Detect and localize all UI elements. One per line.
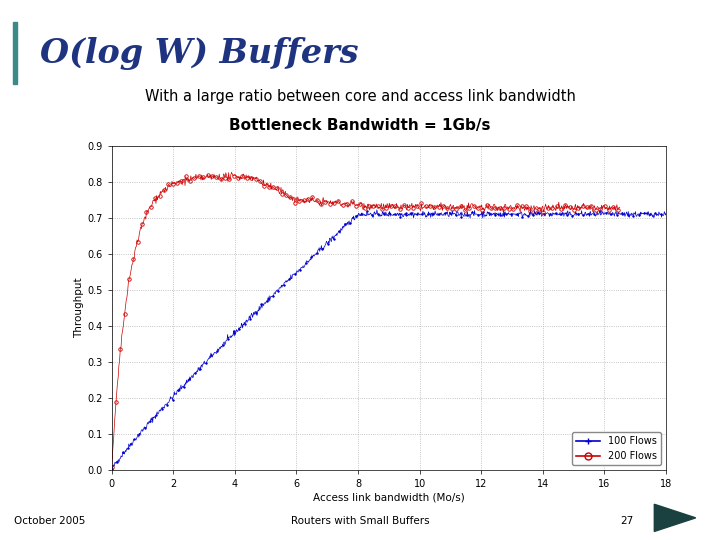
Text: Bottleneck Bandwidth = 1Gb/s: Bottleneck Bandwidth = 1Gb/s	[229, 118, 491, 133]
Line: 200 Flows: 200 Flows	[110, 171, 621, 469]
100 Flows	[164, 399, 173, 406]
Bar	[13, 22, 17, 84]
200 Flows	[269, 184, 277, 190]
X-axis label: Access link bandwidth (Mo/s): Access link bandwidth (Mo/s)	[313, 493, 464, 503]
200 Flows	[228, 169, 236, 176]
200 Flows	[441, 204, 450, 211]
Legend: 100 Flows, 200 Flows: 100 Flows, 200 Flows	[572, 433, 661, 465]
Text: Routers with Small Buffers: Routers with Small Buffers	[291, 516, 429, 525]
Polygon shape	[654, 504, 696, 531]
Text: 27: 27	[621, 516, 634, 525]
200 Flows	[503, 204, 512, 210]
100 Flows	[662, 210, 670, 217]
100 Flows	[351, 212, 360, 219]
Text: With a large ratio between core and access link bandwidth: With a large ratio between core and acce…	[145, 89, 575, 104]
100 Flows	[107, 466, 116, 472]
200 Flows	[616, 205, 624, 211]
200 Flows	[251, 176, 260, 182]
200 Flows	[107, 464, 116, 470]
100 Flows	[540, 211, 549, 217]
100 Flows	[550, 211, 559, 218]
Text: October 2005: October 2005	[14, 516, 86, 525]
Text: O(log W) Buffers: O(log W) Buffers	[40, 37, 358, 70]
200 Flows	[233, 173, 241, 180]
200 Flows	[566, 206, 575, 213]
100 Flows	[489, 212, 498, 218]
Y-axis label: Throughput: Throughput	[74, 278, 84, 338]
100 Flows	[372, 206, 381, 213]
100 Flows	[331, 232, 340, 239]
Line: 100 Flows: 100 Flows	[110, 208, 667, 470]
